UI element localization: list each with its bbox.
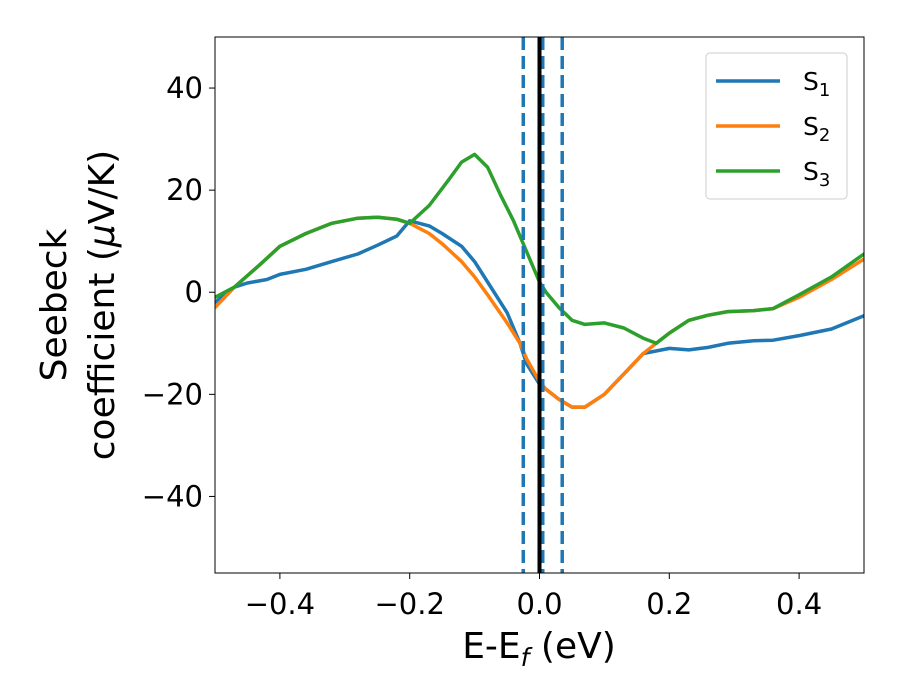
y-axis-title: Seebeck coefficient (μV/K) — [34, 150, 123, 460]
legend-label-s2: S2 — [803, 112, 830, 146]
plot-area — [215, 37, 864, 573]
x-axis: −0.4 −0.2 0.0 0.2 0.4 — [245, 573, 822, 621]
x-tick-label: −0.2 — [374, 587, 444, 621]
y-tick-label: 20 — [166, 173, 203, 207]
legend: S1 S2 S3 — [705, 52, 848, 200]
x-tick-label: 0.2 — [646, 587, 692, 621]
series-line-s3 — [215, 152, 864, 346]
x-tick-label: −0.4 — [245, 587, 315, 621]
y-axis: −40 −20 0 20 40 — [142, 71, 215, 513]
y-axis-title-line2: coefficient (μV/K) — [82, 150, 123, 460]
x-tick-label: 0.0 — [516, 587, 562, 621]
x-axis-title: E-Ef (eV) — [462, 626, 616, 672]
legend-label-s3: S3 — [803, 157, 830, 191]
y-tick-label: −40 — [142, 479, 203, 513]
y-tick-label: −20 — [142, 377, 203, 411]
y-tick-label: 0 — [185, 275, 203, 309]
x-tick-label: 0.4 — [776, 587, 822, 621]
y-tick-label: 40 — [166, 71, 203, 105]
y-axis-title-line1: Seebeck — [34, 228, 75, 381]
legend-label-s1: S1 — [803, 67, 830, 101]
